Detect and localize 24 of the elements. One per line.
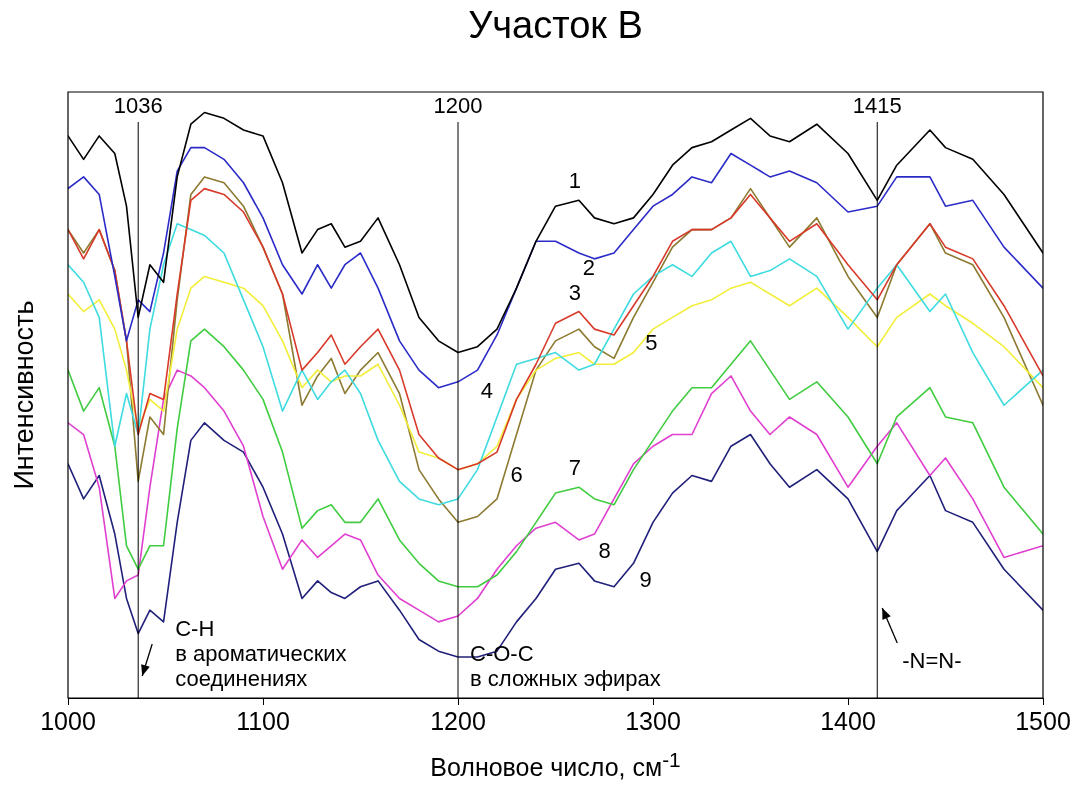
x-tick-label: 1100 — [236, 706, 290, 735]
annotation: C-O-C в сложных эфирах — [470, 641, 661, 691]
annotation: -N=N- — [902, 648, 962, 673]
annotation: C-H в ароматических соединениях — [175, 616, 347, 691]
ref-line-label: 1415 — [852, 93, 902, 119]
ref-line-label: 1200 — [433, 93, 483, 119]
series-label: 6 — [510, 462, 523, 488]
y-axis-title: Интенсивность — [8, 300, 40, 490]
x-tick-label: 1400 — [820, 706, 876, 735]
series-label: 8 — [598, 538, 611, 564]
x-tick-label: 1200 — [430, 706, 486, 735]
series-label: 2 — [582, 255, 596, 281]
series-label: 5 — [645, 329, 658, 355]
x-tick-label: 1500 — [1015, 706, 1071, 735]
x-tick-label: 1000 — [40, 706, 96, 735]
ref-line-label: 1036 — [113, 93, 163, 119]
series-label: 9 — [639, 567, 652, 593]
series-label: 1 — [568, 168, 582, 194]
x-tick-label: 1300 — [625, 706, 681, 735]
series-label: 3 — [568, 279, 582, 305]
chart-title: Участок В — [467, 4, 644, 47]
series-label: 7 — [568, 455, 582, 481]
series-label: 4 — [480, 378, 494, 404]
x-axis-title: Волновое число, см$^{-1}$ — [429, 748, 682, 783]
